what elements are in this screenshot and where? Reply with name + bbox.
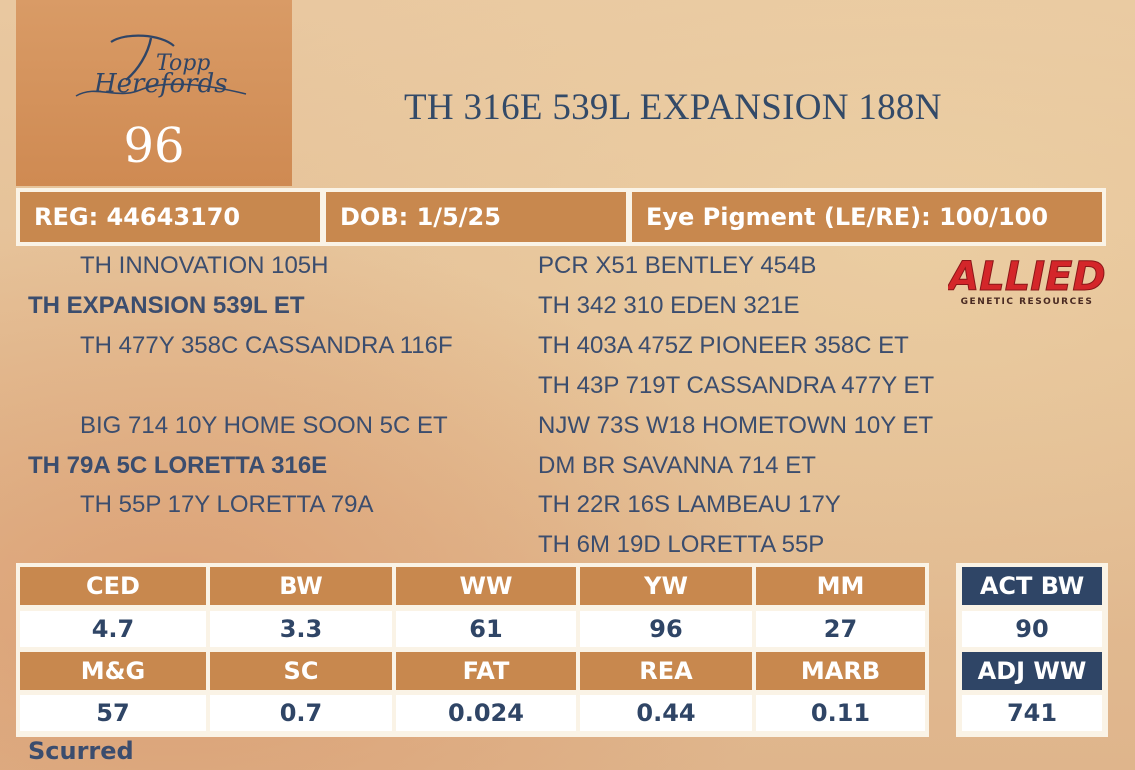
svg-text:Herefords: Herefords <box>93 69 228 99</box>
date-of-birth: DOB: 1/5/25 <box>326 192 626 242</box>
epd-value-mm: 27 <box>756 611 925 647</box>
pedigree-grand-1: PCR X51 BENTLEY 454B <box>538 252 817 279</box>
epd-value-fat: 0.024 <box>396 695 576 731</box>
svg-text:GENETIC RESOURCES: GENETIC RESOURCES <box>961 297 1094 307</box>
epd-value-sc: 0.7 <box>210 695 392 731</box>
act-bw-value: 90 <box>962 611 1102 647</box>
registration-number: REG: 44643170 <box>20 192 320 242</box>
pedigree-grand-5: NJW 73S W18 HOMETOWN 10Y ET <box>538 412 934 439</box>
pedigree-sire-sire: TH INNOVATION 105H <box>80 252 329 279</box>
pedigree-sire: TH EXPANSION 539L ET <box>28 292 305 319</box>
epd-value-mg: 57 <box>20 695 206 731</box>
epd-header-mg: M&G <box>20 652 206 690</box>
pedigree-grand-8: TH 6M 19D LORETTA 55P <box>538 531 825 558</box>
svg-text:Topp: Topp <box>156 51 210 76</box>
pedigree-grand-6: DM BR SAVANNA 714 ET <box>538 452 816 479</box>
epd-header-mm: MM <box>756 567 925 605</box>
logo-block: Topp Herefords 96 <box>16 0 292 186</box>
epd-header-marb: MARB <box>756 652 925 690</box>
polled-status-note: Scurred <box>28 737 134 765</box>
adj-ww-value: 741 <box>962 695 1102 731</box>
actual-weights: ACT BW 90 ADJ WW 741 <box>956 563 1108 737</box>
epd-header-bw: BW <box>210 567 392 605</box>
act-bw-label: ACT BW <box>962 567 1102 605</box>
epd-value-bw: 3.3 <box>210 611 392 647</box>
epd-value-ced: 4.7 <box>20 611 206 647</box>
topp-herefords-logo: Topp Herefords <box>75 34 247 99</box>
lot-number: 96 <box>123 118 185 174</box>
pedigree-dam-dam: TH 55P 17Y LORETTA 79A <box>80 491 374 518</box>
epd-table: CED BW WW YW MM 4.7 3.3 61 96 27 M&G SC … <box>16 563 929 737</box>
epd-header-ww: WW <box>396 567 576 605</box>
info-bar: REG: 44643170 DOB: 1/5/25 Eye Pigment (L… <box>16 188 1106 246</box>
allied-logo: ALLIED GENETIC RESOURCES <box>948 254 1106 308</box>
svg-text:ALLIED: ALLIED <box>948 254 1106 300</box>
epd-value-marb: 0.11 <box>756 695 925 731</box>
pedigree-grand-2: TH 342 310 EDEN 321E <box>538 292 800 319</box>
pedigree-grand-7: TH 22R 16S LAMBEAU 17Y <box>538 491 841 518</box>
epd-header-yw: YW <box>580 567 752 605</box>
epd-header-fat: FAT <box>396 652 576 690</box>
pedigree-sire-dam: TH 477Y 358C CASSANDRA 116F <box>80 332 453 359</box>
epd-value-rea: 0.44 <box>580 695 752 731</box>
epd-header-ced: CED <box>20 567 206 605</box>
epd-header-sc: SC <box>210 652 392 690</box>
eye-pigment: Eye Pigment (LE/RE): 100/100 <box>632 192 1102 242</box>
epd-header-rea: REA <box>580 652 752 690</box>
pedigree-dam: TH 79A 5C LORETTA 316E <box>28 452 328 479</box>
pedigree-grand-3: TH 403A 475Z PIONEER 358C ET <box>538 332 909 359</box>
epd-value-ww: 61 <box>396 611 576 647</box>
page-title: TH 316E 539L EXPANSION 188N <box>404 87 942 128</box>
pedigree-grand-4: TH 43P 719T CASSANDRA 477Y ET <box>538 372 935 399</box>
adj-ww-label: ADJ WW <box>962 652 1102 690</box>
pedigree-dam-sire: BIG 714 10Y HOME SOON 5C ET <box>80 412 448 439</box>
epd-value-yw: 96 <box>580 611 752 647</box>
